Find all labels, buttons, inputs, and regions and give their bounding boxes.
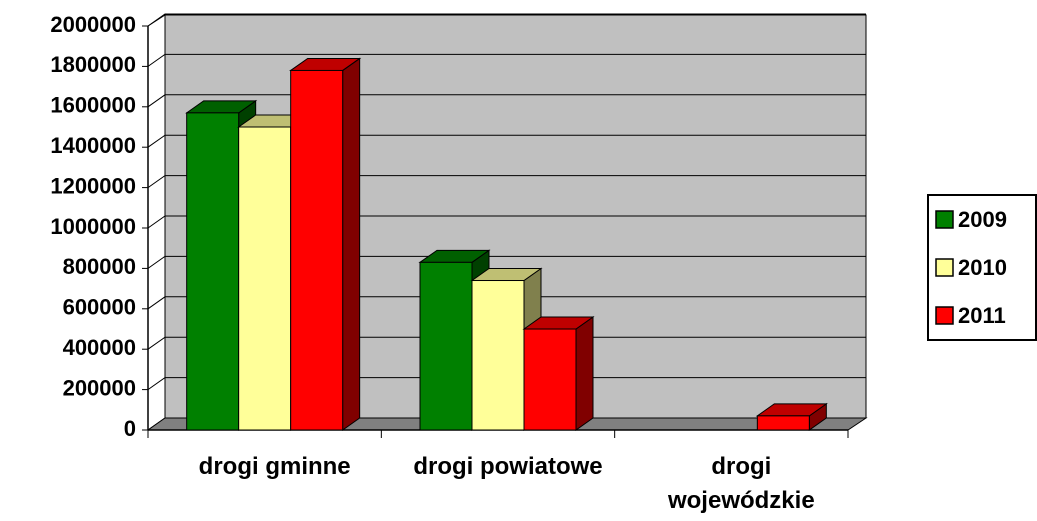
grid-line (147, 175, 866, 189)
bar (238, 126, 292, 431)
legend-swatch (935, 258, 954, 277)
y-tick-label: 800000 (63, 254, 136, 279)
y-tick-label: 600000 (63, 295, 136, 320)
grid-line (147, 94, 866, 108)
y-tick-label: 400000 (63, 335, 136, 360)
y-tick-label: 1000000 (50, 214, 136, 239)
grid-line (147, 296, 866, 310)
bar-side (575, 316, 594, 431)
grid-line (147, 255, 866, 269)
y-tick-label: 1200000 (50, 173, 136, 198)
y-tick-label: 0 (124, 416, 136, 441)
grid-line (147, 13, 866, 27)
legend-label: 2009 (958, 207, 1007, 232)
legend-label: 2011 (958, 303, 1006, 328)
grid-line (147, 134, 866, 148)
grid-line (147, 215, 866, 229)
bar (523, 328, 577, 431)
y-tick-label: 200000 (63, 375, 136, 400)
y-tick-label: 1400000 (50, 133, 136, 158)
bar (471, 280, 525, 431)
legend-swatch (935, 306, 954, 325)
grid-line (147, 377, 866, 391)
bar (419, 261, 473, 431)
x-tick-label: drogi wojewódzkie (667, 453, 815, 514)
bar (290, 69, 344, 431)
grid-line (147, 53, 866, 67)
legend-label: 2010 (958, 255, 1007, 280)
y-tick-label: 1800000 (50, 52, 136, 77)
legend-swatch (935, 210, 954, 229)
bar-side (342, 57, 361, 431)
x-tick-label: drogi powiatowe (413, 453, 603, 480)
y-tick-label: 2000000 (50, 12, 136, 37)
grid-line (147, 336, 866, 350)
bar (186, 112, 240, 431)
x-tick-label: drogi gminne (198, 453, 351, 480)
y-tick-label: 1600000 (50, 93, 136, 118)
bar (756, 415, 810, 431)
